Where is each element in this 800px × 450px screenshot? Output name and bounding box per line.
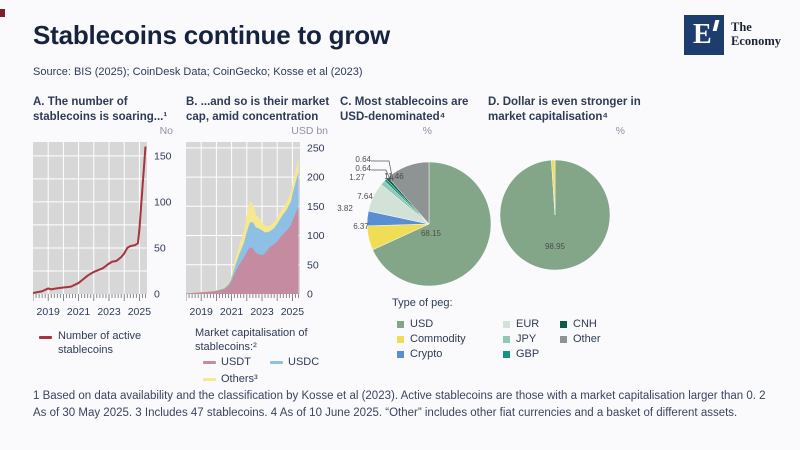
peg-item-gbp-label: GBP	[516, 348, 540, 360]
pie-c-usd-label: 68.15	[420, 229, 442, 238]
gbp-swatch-icon	[503, 350, 510, 358]
panel-b-title: B. ...and so is their market cap, amid c…	[186, 96, 330, 123]
svg-text:250: 250	[307, 142, 325, 154]
peg-item-cnh-label: CNH	[573, 318, 597, 330]
pie-c-commodity-label: 6.37	[353, 222, 369, 231]
peg-item-other: Other	[560, 333, 601, 345]
other-swatch-icon	[560, 335, 567, 343]
logo-apostrophe-icon	[712, 20, 720, 31]
peg-item-jpy-label: JPY	[516, 333, 537, 345]
peg-item-crypto: Crypto	[397, 348, 442, 360]
page-title: Stablecoins continue to grow	[33, 20, 390, 50]
peg-item-usd: USD	[397, 318, 433, 330]
svg-text:100: 100	[307, 230, 325, 242]
panel-d-unit: %	[615, 125, 625, 137]
peg-item-commodity: Commodity	[397, 333, 466, 345]
panel-b-legend-title: Market capitalisation of stablecoins:²	[195, 327, 308, 354]
jpy-swatch-icon	[503, 335, 510, 343]
peg-item-eur-label: EUR	[516, 318, 540, 330]
logo: E The Economy	[684, 15, 781, 55]
logo-text-line1: The	[731, 20, 752, 34]
svg-text:2025: 2025	[281, 306, 305, 318]
usdt-legend-label: USDT	[221, 356, 251, 368]
pie-c-other-label: 11.46	[384, 172, 404, 181]
footnote: 1 Based on data availability and the cla…	[33, 390, 766, 419]
panel-c-unit: %	[422, 125, 432, 137]
svg-text:150: 150	[154, 150, 172, 162]
cnh-swatch-icon	[560, 320, 567, 328]
source-line: Source: BIS (2025); CoinDesk Data; CoinG…	[33, 66, 363, 78]
svg-text:2025: 2025	[128, 306, 152, 318]
panel-d: D. Dollar is even stronger in market cap…	[488, 95, 648, 395]
panel-a: A. The number of stablecoins is soaring.…	[33, 95, 183, 395]
peg-item-gbp: GBP	[503, 348, 539, 360]
peg-item-cnh: CNH	[560, 318, 597, 330]
slide-edge-mark	[0, 9, 5, 17]
panel-c-title: C. Most stablecoins are USD-denominated⁴	[340, 96, 469, 123]
pie-c-cnh-label: 0.64	[355, 155, 371, 164]
panel-c-pie-chart	[366, 160, 492, 287]
others-legend-swatch	[203, 378, 216, 381]
svg-text:2021: 2021	[220, 306, 244, 318]
peg-legend-title: Type of peg:	[392, 297, 453, 309]
panel-b: B. ...and so is their market cap, amid c…	[186, 95, 336, 395]
panel-d-pie-chart	[499, 159, 611, 271]
pie-c-crypto-label: 3.82	[337, 204, 353, 213]
panel-a-unit: No	[159, 125, 173, 137]
pie-c-gbp-label: 0.64	[355, 164, 371, 173]
logo-text: The Economy	[731, 15, 781, 49]
panel-a-legend-swatch	[39, 336, 52, 339]
pie-c-jpy-label: 1.27	[349, 173, 365, 182]
panel-d-title: D. Dollar is even stronger in market cap…	[488, 96, 641, 123]
peg-item-other-label: Other	[573, 333, 601, 345]
usd-swatch-icon	[397, 320, 404, 328]
peg-item-usd-label: USD	[410, 318, 434, 330]
panel-a-title: A. The number of stablecoins is soaring.…	[33, 96, 168, 123]
peg-item-commodity-label: Commodity	[410, 333, 466, 345]
svg-text:100: 100	[154, 196, 172, 208]
svg-text:50: 50	[154, 242, 166, 254]
peg-item-jpy: JPY	[503, 333, 536, 345]
logo-mark: E	[684, 15, 724, 55]
peg-legend: Type of peg: USD Commodity Crypto EUR JP…	[390, 297, 660, 367]
svg-text:2021: 2021	[67, 306, 91, 318]
svg-text:2023: 2023	[97, 306, 121, 318]
others-legend-label: Others³	[221, 373, 258, 385]
peg-item-eur: EUR	[503, 318, 539, 330]
svg-text:2019: 2019	[190, 306, 214, 318]
usdc-legend-swatch	[270, 361, 283, 364]
eur-swatch-icon	[503, 320, 510, 328]
usdc-legend-label: USDC	[288, 356, 320, 368]
crypto-swatch-icon	[397, 350, 404, 358]
panel-b-unit: USD bn	[291, 125, 328, 137]
svg-text:150: 150	[307, 201, 325, 213]
svg-text:0: 0	[307, 289, 313, 301]
logo-text-line2: Economy	[731, 33, 781, 48]
usdt-legend-swatch	[203, 361, 216, 364]
svg-text:2023: 2023	[250, 306, 274, 318]
svg-text:50: 50	[307, 259, 319, 271]
svg-text:2019: 2019	[37, 306, 61, 318]
svg-text:0: 0	[154, 289, 160, 301]
logo-letter: E	[693, 19, 712, 50]
panel-c: C. Most stablecoins are USD-denominated⁴…	[337, 95, 492, 395]
pie-c-eur-label: 7.64	[357, 192, 373, 201]
panel-a-legend-label: Number of active stablecoins	[58, 330, 142, 357]
peg-item-crypto-label: Crypto	[410, 348, 443, 360]
pie-d-usd-label: 98.95	[544, 242, 566, 251]
svg-text:200: 200	[307, 172, 325, 184]
commodity-swatch-icon	[397, 335, 404, 343]
